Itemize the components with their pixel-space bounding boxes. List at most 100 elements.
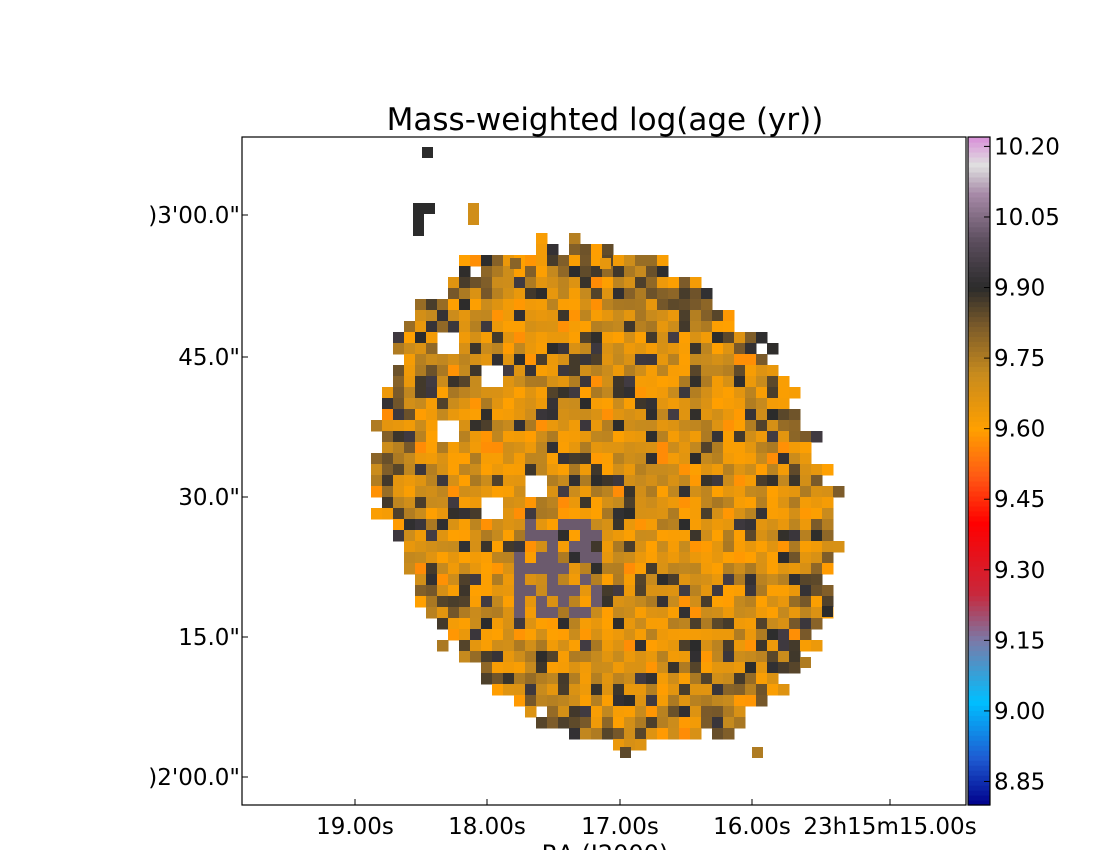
map-cell — [646, 398, 658, 410]
map-cell — [415, 332, 427, 344]
map-cell — [470, 453, 482, 465]
map-cell — [778, 596, 790, 608]
map-cell — [822, 497, 834, 509]
map-cell — [448, 497, 460, 509]
map-cell — [723, 706, 735, 718]
map-cell — [778, 387, 790, 399]
map-cell — [635, 508, 647, 520]
map-cell — [547, 431, 559, 443]
map-cell — [492, 266, 504, 278]
map-cell — [503, 266, 515, 278]
map-cell — [492, 409, 504, 421]
map-cell — [558, 343, 570, 355]
map-cell — [613, 497, 625, 509]
map-cell — [701, 288, 713, 300]
map-cell — [470, 321, 482, 333]
colorbar-band — [968, 535, 990, 542]
map-cell — [393, 530, 405, 542]
map-cell — [503, 563, 515, 575]
map-cell — [415, 299, 427, 311]
colorbar-band — [968, 545, 990, 552]
map-cell — [635, 486, 647, 498]
map-cell — [536, 376, 548, 388]
colorbar-band — [968, 515, 990, 522]
map-cell — [723, 530, 735, 542]
map-cell — [734, 431, 746, 443]
map-cell — [547, 519, 559, 531]
map-cell — [503, 398, 515, 410]
colorbar-band — [968, 755, 990, 761]
y-tick-label: 15.0" — [178, 625, 240, 651]
map-cell — [679, 475, 691, 487]
colorbar-band — [968, 361, 990, 367]
map-cell — [514, 519, 526, 531]
map-cell — [668, 343, 680, 355]
colorbar-band — [968, 500, 990, 507]
map-cell — [822, 541, 834, 553]
map-cell — [668, 332, 680, 344]
map-cell — [646, 574, 658, 586]
map-cell — [404, 541, 416, 553]
map-cell — [591, 365, 603, 377]
colorbar-band — [968, 620, 990, 627]
map-cell — [426, 332, 438, 344]
map-cell — [613, 431, 625, 443]
map-cell — [657, 563, 669, 575]
map-cell — [448, 541, 460, 553]
map-cell — [580, 574, 592, 586]
colorbar-band — [968, 191, 990, 198]
map-cell — [525, 530, 537, 542]
map-cell — [415, 420, 427, 432]
map-cell — [547, 640, 559, 652]
map-cell — [481, 453, 493, 465]
map-cell — [426, 486, 438, 498]
map-cell — [668, 640, 680, 652]
map-cell — [613, 662, 625, 674]
map-cell — [723, 431, 735, 443]
map-cell — [536, 277, 548, 289]
map-cell — [613, 508, 625, 520]
map-cell — [701, 387, 713, 399]
map-cell — [701, 299, 713, 311]
map-cell — [657, 343, 669, 355]
map-cell — [448, 508, 460, 520]
map-cell — [492, 530, 504, 542]
map-cell — [503, 332, 515, 344]
map-cell — [778, 530, 790, 542]
map-cell — [745, 453, 757, 465]
map-cell — [635, 695, 647, 707]
map-cell — [591, 508, 603, 520]
plot-frame — [241, 136, 967, 806]
map-cell — [602, 475, 614, 487]
map-cell — [734, 332, 746, 344]
map-cell — [646, 266, 658, 278]
map-cell — [800, 640, 812, 652]
map-cell — [701, 717, 713, 729]
map-cell — [536, 299, 548, 311]
colorbar-band — [968, 471, 990, 477]
map-cell — [657, 640, 669, 652]
map-cell — [701, 486, 713, 498]
map-cell — [602, 541, 614, 553]
map-cell — [393, 409, 405, 421]
map-cell — [624, 519, 636, 531]
map-cell — [624, 431, 636, 443]
map-cell — [558, 497, 570, 509]
map-cell — [646, 420, 658, 432]
map-cell — [569, 486, 581, 498]
map-cell — [525, 255, 537, 267]
map-cell — [536, 717, 548, 729]
map-cell — [602, 497, 614, 509]
map-cell — [679, 464, 691, 476]
colorbar-band — [968, 311, 990, 318]
map-cell — [624, 706, 636, 718]
map-cell — [668, 299, 680, 311]
map-cell — [734, 563, 746, 575]
map-cell — [679, 277, 691, 289]
map-cell — [569, 673, 581, 685]
map-cell — [668, 365, 680, 377]
map-cell — [404, 409, 416, 421]
map-cell — [382, 420, 394, 432]
map-cell — [481, 585, 493, 597]
map-cell — [492, 607, 504, 619]
